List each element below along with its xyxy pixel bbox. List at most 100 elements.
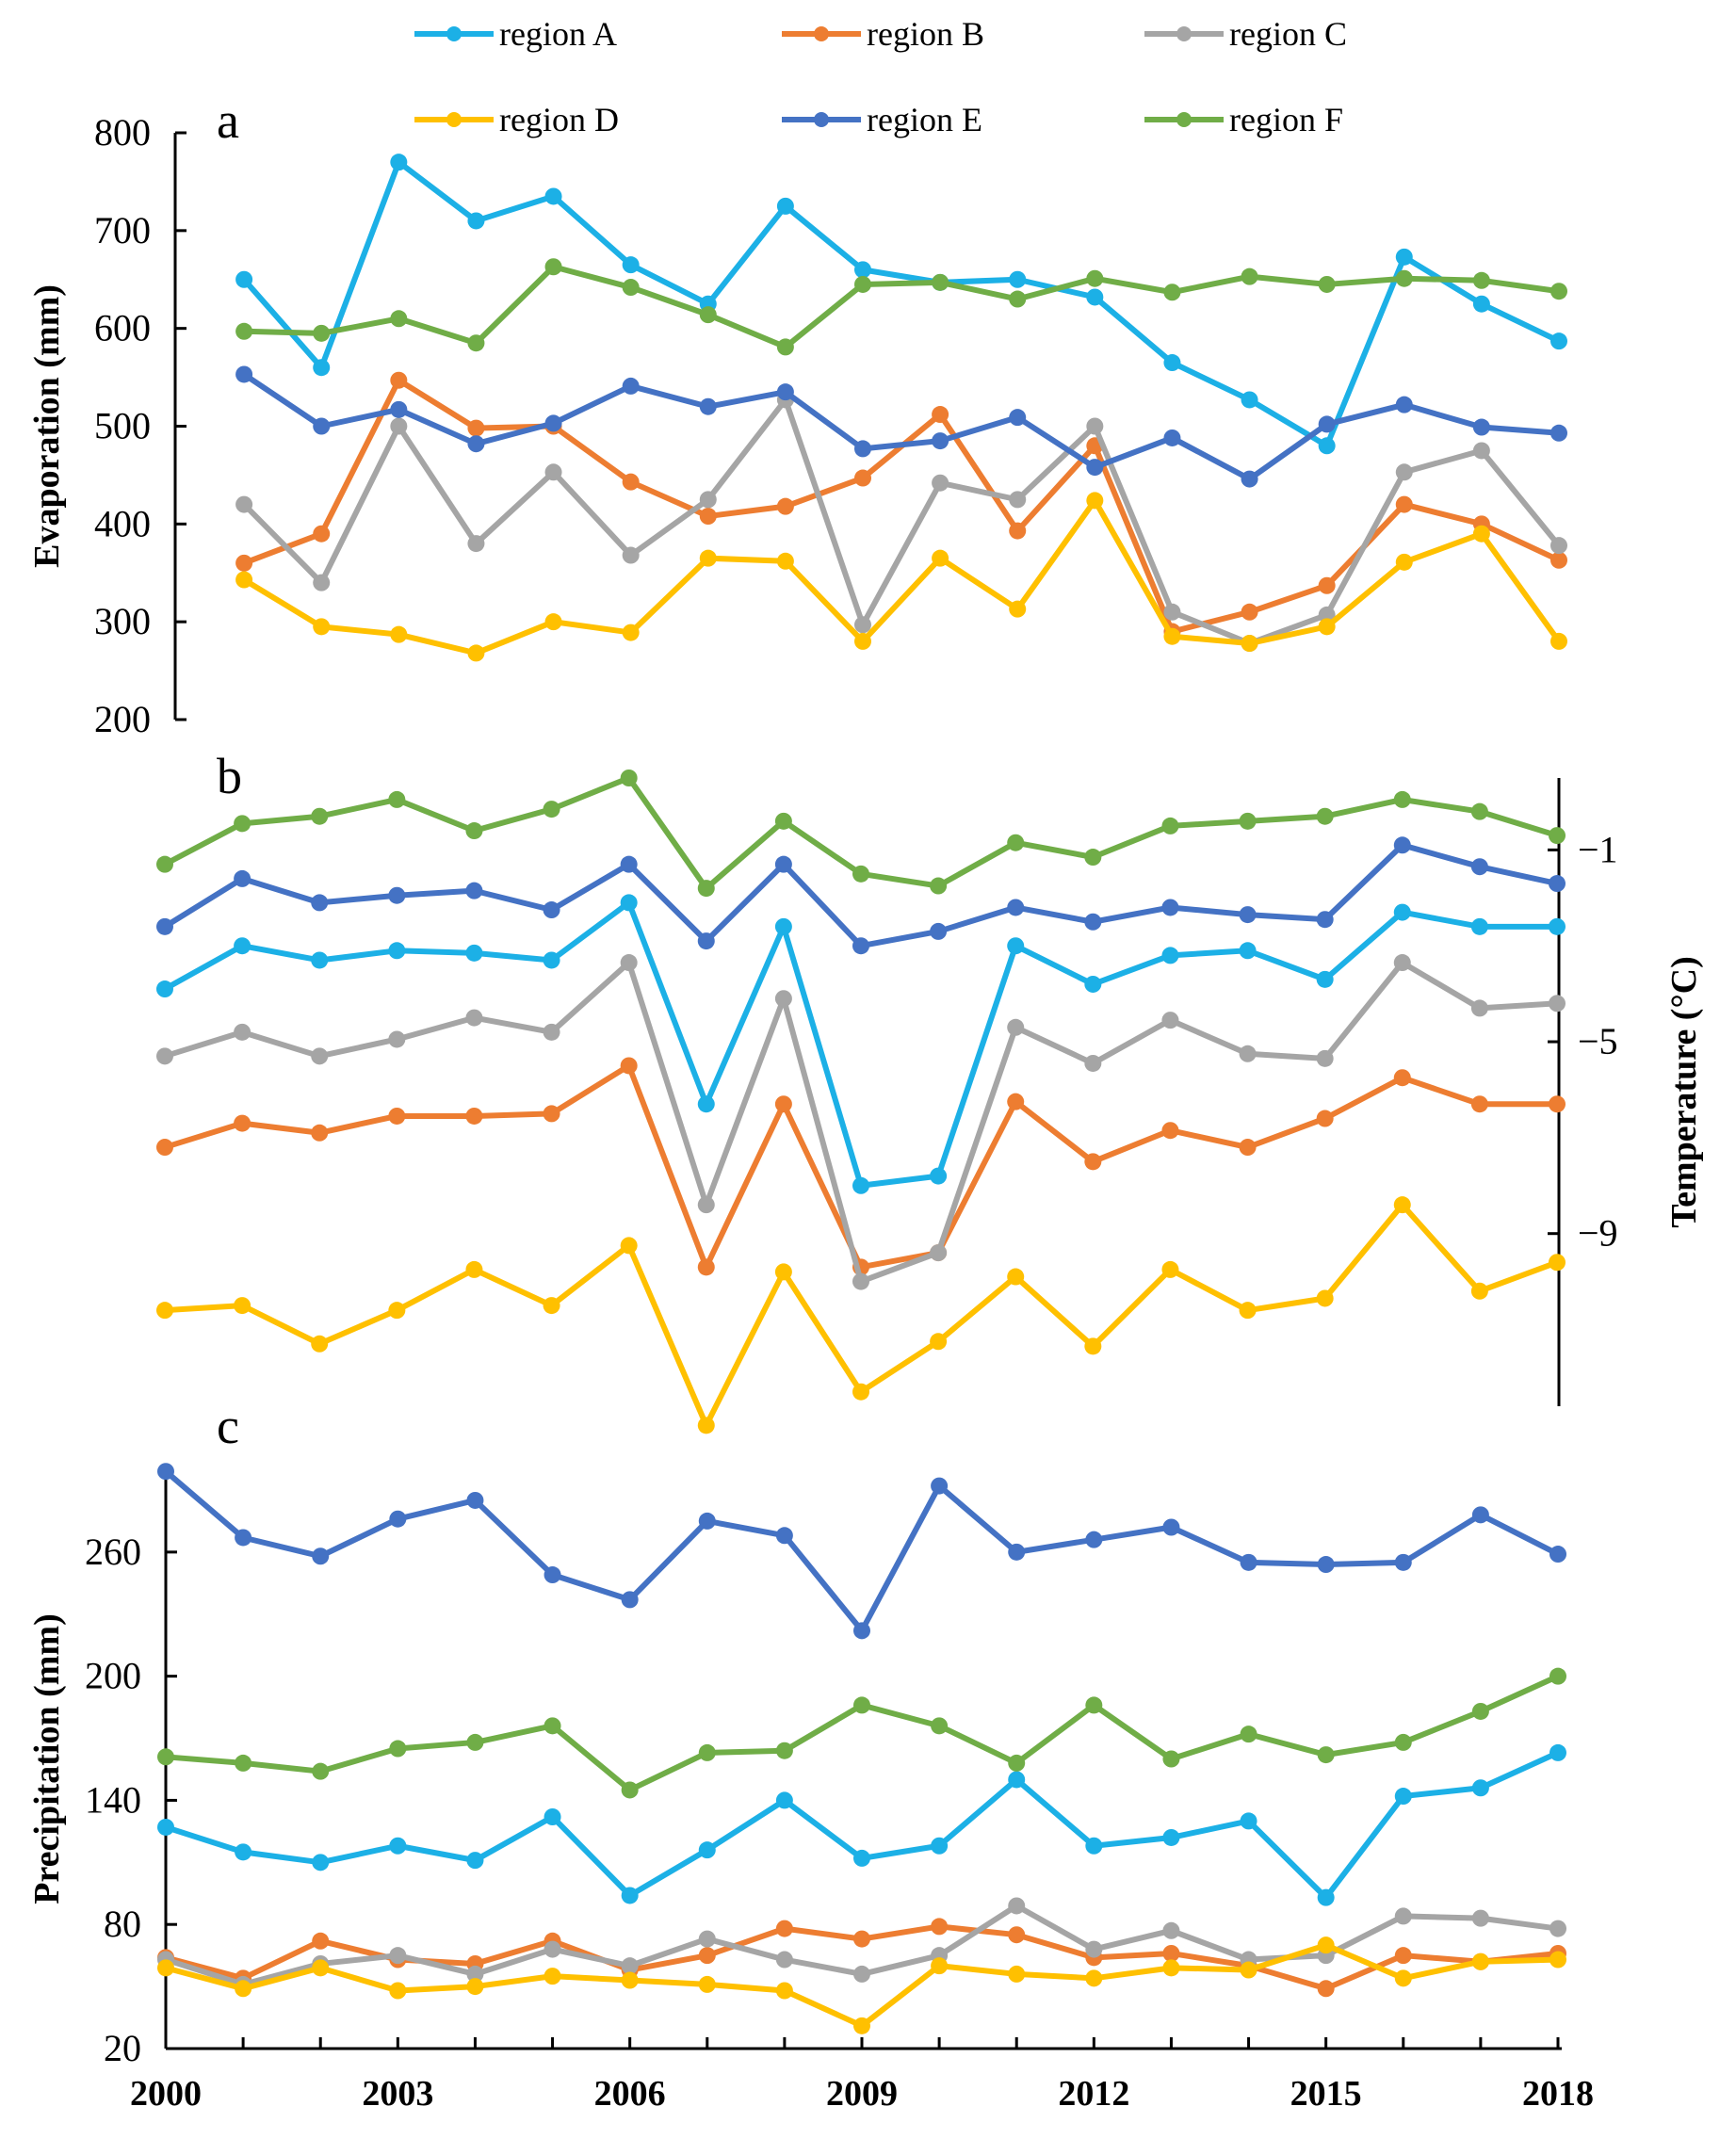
panel-c-point-region-d bbox=[389, 1982, 407, 2000]
panel-b-point-region-f bbox=[697, 880, 715, 898]
panel-c-series-region-e bbox=[157, 1463, 1566, 1640]
panel-a-ytick-label: 500 bbox=[94, 405, 151, 447]
panel-a-point-region-d bbox=[390, 625, 408, 643]
panel-b-point-region-e bbox=[852, 937, 869, 955]
legend-label-region-b: region B bbox=[867, 15, 984, 53]
panel-b-point-region-a bbox=[388, 942, 406, 960]
x-tick-label: 2009 bbox=[826, 2074, 898, 2114]
panel-b-point-region-b bbox=[1316, 1110, 1334, 1127]
panel-b-point-region-f bbox=[234, 815, 251, 833]
panel-b-point-region-b bbox=[465, 1107, 483, 1125]
panel-b-point-region-f bbox=[1239, 812, 1257, 830]
panel-a-point-region-a bbox=[467, 212, 485, 230]
panel-a-ytick-label: 600 bbox=[94, 307, 151, 349]
panel-b-point-region-d bbox=[1549, 1254, 1566, 1272]
panel-c-point-region-e bbox=[1394, 1553, 1412, 1571]
panel-c-series-region-d bbox=[157, 1936, 1566, 2034]
legend-item-region-c: region C bbox=[1144, 15, 1347, 53]
panel-c-point-region-d bbox=[1085, 1969, 1103, 1987]
panel-a-point-region-a bbox=[854, 261, 871, 279]
panel-b-point-region-d bbox=[1239, 1302, 1257, 1320]
panel-c-point-region-a bbox=[235, 1843, 252, 1861]
panel-c-point-region-a bbox=[389, 1837, 407, 1855]
panel-c-point-region-a bbox=[1240, 1812, 1257, 1830]
panel-a-point-region-e bbox=[854, 440, 871, 458]
panel-c-point-region-b bbox=[1162, 1944, 1180, 1962]
panel-a-point-region-e bbox=[1472, 418, 1490, 436]
panel-b-point-region-b bbox=[1549, 1095, 1566, 1113]
panel-b-point-region-e bbox=[388, 886, 406, 904]
panel-b-point-region-f bbox=[1316, 807, 1334, 825]
panel-b-series-region-a bbox=[156, 894, 1566, 1194]
panel-a-line-region-c bbox=[241, 397, 1562, 647]
panel-c-point-region-f bbox=[1085, 1696, 1103, 1714]
panel-b-point-region-f bbox=[1470, 802, 1488, 820]
panel-b-series-region-e bbox=[156, 836, 1566, 955]
panel-b-point-region-d bbox=[388, 1302, 406, 1320]
panel-c-point-region-b bbox=[312, 1932, 330, 1950]
panel-c-point-region-e bbox=[1162, 1518, 1180, 1536]
panel-a-point-region-f bbox=[1395, 269, 1413, 287]
panel-a-point-region-f bbox=[544, 258, 562, 276]
panel-c-ytick-label: 20 bbox=[104, 2027, 141, 2069]
panel-b-point-region-d bbox=[620, 1237, 638, 1255]
panel-b-point-region-b bbox=[234, 1114, 251, 1132]
panel-a-point-region-c bbox=[1163, 603, 1181, 621]
panel-a-point-region-c bbox=[235, 495, 253, 513]
panel-a-point-region-f bbox=[1241, 267, 1258, 285]
panel-b-point-region-d bbox=[1393, 1196, 1411, 1214]
panel-b-point-region-d bbox=[852, 1383, 869, 1401]
panel-b-point-region-c bbox=[930, 1244, 948, 1262]
panel-b-point-region-f bbox=[156, 855, 173, 873]
panel-b-point-region-c bbox=[543, 1023, 560, 1041]
panel-b-point-region-a bbox=[1161, 947, 1179, 964]
panel-a-point-region-a bbox=[235, 270, 253, 288]
panel-a-point-region-e bbox=[235, 365, 253, 383]
panel-b-point-region-c bbox=[1084, 1054, 1102, 1072]
panel-a-point-region-e bbox=[699, 397, 717, 415]
panel-a-point-region-d bbox=[467, 644, 485, 662]
panel-c-point-region-c bbox=[1008, 1897, 1026, 1915]
panel-a-point-region-b bbox=[467, 419, 485, 437]
legend-item-region-a: region A bbox=[414, 15, 617, 53]
panel-a-point-region-f bbox=[235, 322, 253, 340]
panel-c-ytick-label: 260 bbox=[85, 1531, 141, 1573]
panel-b-point-region-f bbox=[930, 877, 948, 895]
panel-c-point-region-f bbox=[1008, 1754, 1026, 1772]
panel-c-point-region-d bbox=[1471, 1952, 1489, 1970]
panel-c-point-region-a bbox=[621, 1887, 639, 1904]
panel-a-point-region-d bbox=[235, 571, 253, 589]
panel-c-point-region-d bbox=[775, 1982, 793, 2000]
panel-c-point-region-f bbox=[621, 1781, 639, 1799]
panel-b-point-region-d bbox=[1007, 1268, 1025, 1286]
x-tick-label: 2006 bbox=[594, 2074, 666, 2114]
panel-c-point-region-e bbox=[1549, 1546, 1566, 1564]
panel-b-point-region-a bbox=[1470, 917, 1488, 935]
panel-c-point-region-d bbox=[157, 1959, 174, 1977]
panel-b-point-region-e bbox=[311, 894, 329, 912]
panel-a-point-region-e bbox=[1318, 415, 1336, 433]
legend-label-region-c: region C bbox=[1229, 15, 1347, 53]
panel-b-point-region-c bbox=[1393, 954, 1411, 972]
panel-b-point-region-c bbox=[1007, 1018, 1025, 1036]
legend-marker-region-a bbox=[446, 26, 462, 41]
panel-c-point-region-d bbox=[1162, 1959, 1180, 1977]
panel-b-point-region-a bbox=[311, 951, 329, 969]
panel-a-ytick-label: 400 bbox=[94, 502, 151, 544]
panel-b-point-region-e bbox=[1393, 836, 1411, 854]
panel-a-evaporation: 200 300 400 500 600 700 800 Evaporation (mm) a bbox=[27, 92, 1567, 740]
panel-a-line-region-f bbox=[241, 264, 1562, 350]
panel-b-point-region-b bbox=[1470, 1095, 1488, 1113]
panel-a-point-region-d bbox=[1395, 553, 1413, 571]
panel-c-point-region-e bbox=[466, 1491, 484, 1509]
panel-c-point-region-d bbox=[621, 1971, 639, 1989]
legend-label-region-e: region E bbox=[867, 101, 982, 138]
panel-b-point-region-a bbox=[543, 951, 560, 969]
panel-c-point-region-c bbox=[544, 1940, 561, 1958]
panel-b-point-region-b bbox=[774, 1095, 792, 1113]
panel-a-point-region-d bbox=[313, 618, 331, 636]
panel-a-point-region-d bbox=[1318, 618, 1336, 636]
panel-c-point-region-c bbox=[1162, 1921, 1180, 1939]
panel-a-point-region-b bbox=[1241, 603, 1258, 621]
legend-marker-region-d bbox=[446, 112, 462, 127]
